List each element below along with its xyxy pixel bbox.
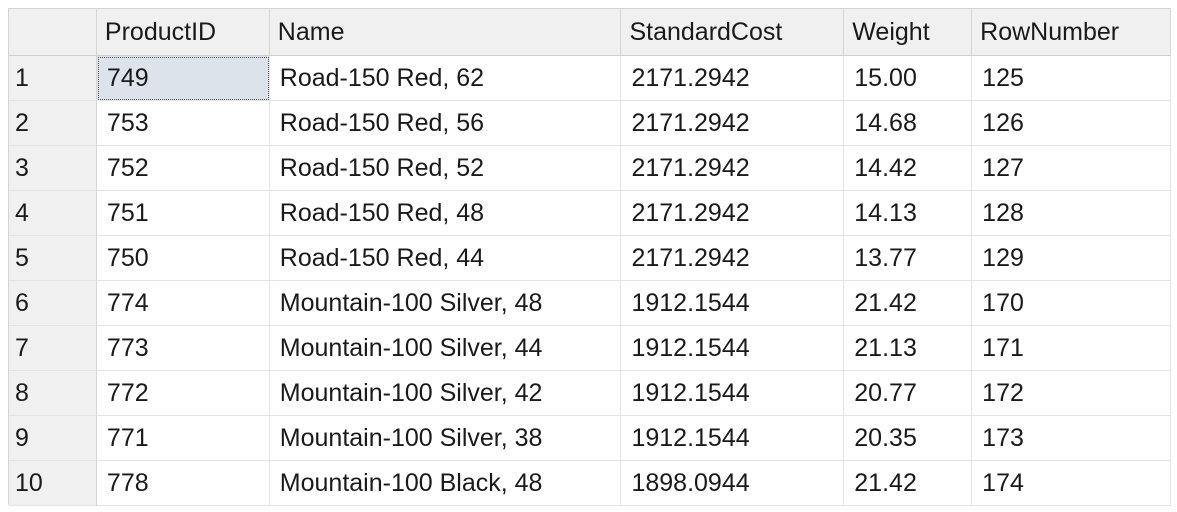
row-number-cell[interactable]: 4	[9, 191, 97, 236]
row-number-cell[interactable]: 1	[9, 56, 97, 101]
column-header-name[interactable]: Name	[269, 9, 622, 56]
productid-cell[interactable]: 771	[96, 416, 270, 461]
name-cell[interactable]: Mountain-100 Silver, 44	[269, 326, 622, 371]
rownumber-cell[interactable]: 127	[972, 146, 1171, 191]
row-number-cell[interactable]: 7	[9, 326, 97, 371]
standardcost-cell[interactable]: 2171.2942	[621, 236, 845, 281]
row-number-cell[interactable]: 8	[9, 371, 97, 416]
weight-cell[interactable]: 14.13	[844, 191, 973, 236]
rownumber-cell[interactable]: 125	[972, 56, 1171, 101]
productid-cell[interactable]: 778	[96, 461, 270, 506]
rownumber-cell[interactable]: 172	[972, 371, 1171, 416]
productid-cell[interactable]: 772	[96, 371, 270, 416]
row-number-cell[interactable]: 5	[9, 236, 97, 281]
name-cell[interactable]: Road-150 Red, 52	[269, 146, 622, 191]
name-cell[interactable]: Road-150 Red, 56	[269, 101, 622, 146]
rownumber-cell[interactable]: 128	[972, 191, 1171, 236]
table-row[interactable]: 1 749 Road-150 Red, 62 2171.2942 15.00 125	[9, 56, 1171, 101]
row-number-cell[interactable]: 10	[9, 461, 97, 506]
name-cell[interactable]: Mountain-100 Silver, 38	[269, 416, 622, 461]
standardcost-cell[interactable]: 1912.1544	[621, 371, 845, 416]
name-cell[interactable]: Mountain-100 Silver, 48	[269, 281, 622, 326]
standardcost-cell[interactable]: 2171.2942	[621, 146, 845, 191]
results-grid: ProductID Name StandardCost Weight RowNu…	[8, 8, 1171, 506]
standardcost-cell[interactable]: 1912.1544	[621, 281, 845, 326]
weight-cell[interactable]: 20.77	[844, 371, 973, 416]
table-row[interactable]: 10 778 Mountain-100 Black, 48 1898.0944 21.4…	[9, 461, 1171, 506]
productid-cell[interactable]: 749	[96, 56, 270, 101]
name-cell[interactable]: Road-150 Red, 48	[269, 191, 622, 236]
weight-cell[interactable]: 20.35	[844, 416, 973, 461]
row-number-cell[interactable]: 6	[9, 281, 97, 326]
weight-cell[interactable]: 14.42	[844, 146, 973, 191]
rownumber-cell[interactable]: 129	[972, 236, 1171, 281]
standardcost-cell[interactable]: 2171.2942	[621, 191, 845, 236]
rownumber-cell[interactable]: 173	[972, 416, 1171, 461]
standardcost-cell[interactable]: 2171.2942	[621, 56, 845, 101]
weight-cell[interactable]: 15.00	[844, 56, 973, 101]
column-header-rownumber[interactable]: RowNumber	[972, 9, 1171, 56]
table-row[interactable]: 8 772 Mountain-100 Silver, 42 1912.1544 20.7…	[9, 371, 1171, 416]
row-number-cell[interactable]: 2	[9, 101, 97, 146]
weight-cell[interactable]: 21.42	[844, 281, 973, 326]
table-row[interactable]: 5 750 Road-150 Red, 44 2171.2942 13.77 129	[9, 236, 1171, 281]
grid-header-row: ProductID Name StandardCost Weight RowNu…	[9, 9, 1171, 56]
row-number-cell[interactable]: 9	[9, 416, 97, 461]
grid-body: 1 749 Road-150 Red, 62 2171.2942 15.00 125 2 75…	[9, 56, 1171, 506]
name-cell[interactable]: Road-150 Red, 44	[269, 236, 622, 281]
productid-cell[interactable]: 753	[96, 101, 270, 146]
productid-cell[interactable]: 752	[96, 146, 270, 191]
productid-cell[interactable]: 774	[96, 281, 270, 326]
row-number-header[interactable]	[9, 9, 97, 56]
row-number-cell[interactable]: 3	[9, 146, 97, 191]
table-row[interactable]: 4 751 Road-150 Red, 48 2171.2942 14.13 128	[9, 191, 1171, 236]
weight-cell[interactable]: 21.42	[844, 461, 973, 506]
productid-cell[interactable]: 751	[96, 191, 270, 236]
rownumber-cell[interactable]: 171	[972, 326, 1171, 371]
table-row[interactable]: 6 774 Mountain-100 Silver, 48 1912.1544 21.4…	[9, 281, 1171, 326]
name-cell[interactable]: Road-150 Red, 62	[269, 56, 622, 101]
weight-cell[interactable]: 13.77	[844, 236, 973, 281]
standardcost-cell[interactable]: 1912.1544	[621, 416, 845, 461]
productid-cell[interactable]: 773	[96, 326, 270, 371]
column-header-weight[interactable]: Weight	[844, 9, 973, 56]
weight-cell[interactable]: 14.68	[844, 101, 973, 146]
table-row[interactable]: 7 773 Mountain-100 Silver, 44 1912.1544 21.1…	[9, 326, 1171, 371]
table-row[interactable]: 2 753 Road-150 Red, 56 2171.2942 14.68 126	[9, 101, 1171, 146]
column-header-standardcost[interactable]: StandardCost	[621, 9, 845, 56]
rownumber-cell[interactable]: 170	[972, 281, 1171, 326]
name-cell[interactable]: Mountain-100 Silver, 42	[269, 371, 622, 416]
table-row[interactable]: 9 771 Mountain-100 Silver, 38 1912.1544 20.3…	[9, 416, 1171, 461]
standardcost-cell[interactable]: 2171.2942	[621, 101, 845, 146]
productid-cell[interactable]: 750	[96, 236, 270, 281]
rownumber-cell[interactable]: 174	[972, 461, 1171, 506]
rownumber-cell[interactable]: 126	[972, 101, 1171, 146]
column-header-productid[interactable]: ProductID	[96, 9, 270, 56]
standardcost-cell[interactable]: 1898.0944	[621, 461, 845, 506]
standardcost-cell[interactable]: 1912.1544	[621, 326, 845, 371]
name-cell[interactable]: Mountain-100 Black, 48	[269, 461, 622, 506]
weight-cell[interactable]: 21.13	[844, 326, 973, 371]
table-row[interactable]: 3 752 Road-150 Red, 52 2171.2942 14.42 127	[9, 146, 1171, 191]
